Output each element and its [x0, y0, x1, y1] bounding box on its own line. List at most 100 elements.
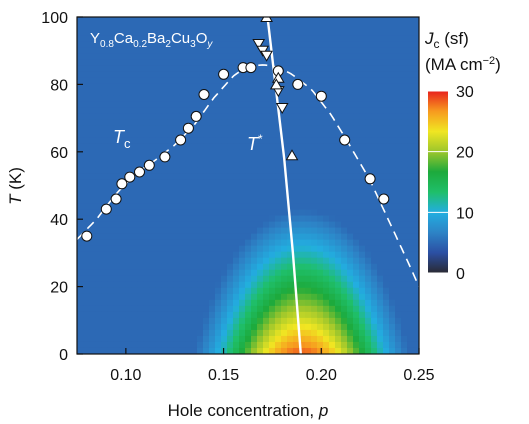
- heatmap-cell: [155, 215, 162, 223]
- heatmap-cell: [245, 203, 252, 211]
- heatmap-cell: [287, 263, 294, 271]
- heatmap-cell: [341, 29, 348, 36]
- heatmap-cell: [269, 245, 276, 253]
- heatmap-cell: [113, 173, 120, 181]
- y-tick-label: 40: [50, 212, 68, 229]
- heatmap-cell: [143, 293, 150, 301]
- heatmap-cell: [329, 245, 336, 253]
- heatmap-cell: [227, 341, 234, 349]
- heatmap-cell: [197, 197, 204, 205]
- heatmap-cell: [395, 131, 402, 138]
- heatmap-cell: [407, 59, 414, 66]
- heatmap-cell: [359, 131, 366, 138]
- heatmap-cell: [161, 77, 168, 84]
- heatmap-cell: [269, 29, 276, 36]
- heatmap-cell: [257, 221, 264, 229]
- heatmap-cell: [197, 35, 204, 42]
- heatmap-cell: [251, 215, 258, 223]
- heatmap-cell: [293, 29, 300, 36]
- heatmap-cell: [389, 53, 396, 60]
- heatmap-cell: [341, 221, 348, 229]
- heatmap-cell: [299, 203, 306, 211]
- heatmap-cell: [161, 35, 168, 42]
- heatmap-cell: [251, 221, 258, 229]
- heatmap-cell: [197, 137, 204, 144]
- heatmap-cell: [221, 215, 228, 223]
- heatmap-cell: [323, 293, 330, 301]
- heatmap-cell: [203, 47, 210, 54]
- heatmap-cell: [395, 329, 402, 337]
- heatmap-cell: [239, 305, 246, 313]
- heatmap-cell: [101, 95, 108, 102]
- heatmap-cell: [245, 29, 252, 36]
- heatmap-cell: [389, 227, 396, 235]
- heatmap-cell: [125, 239, 132, 247]
- heatmap-cell: [377, 119, 384, 126]
- heatmap-cell: [215, 317, 222, 325]
- heatmap-cell: [185, 95, 192, 102]
- heatmap-cell: [281, 233, 288, 241]
- heatmap-cell: [185, 137, 192, 144]
- heatmap-cell: [287, 113, 294, 120]
- heatmap-cell: [131, 179, 138, 187]
- heatmap-cell: [173, 239, 180, 247]
- heatmap-cell: [383, 269, 390, 277]
- heatmap-cell: [167, 275, 174, 283]
- heatmap-cell: [185, 167, 192, 175]
- heatmap-cell: [323, 155, 330, 163]
- heatmap-cell: [257, 209, 264, 217]
- heatmap-cell: [215, 233, 222, 241]
- heatmap-cell: [401, 131, 408, 138]
- colorbar-tick-label: 30: [456, 84, 474, 101]
- heatmap-cell: [197, 107, 204, 114]
- heatmap-cell: [407, 305, 414, 313]
- heatmap-cell: [143, 263, 150, 271]
- heatmap-cell: [173, 221, 180, 229]
- heatmap-cell: [401, 347, 408, 354]
- heatmap-cell: [311, 197, 318, 205]
- heatmap-cell: [371, 131, 378, 138]
- heatmap-cell: [191, 221, 198, 229]
- heatmap-cell: [125, 317, 132, 325]
- heatmap-cell: [185, 215, 192, 223]
- heatmap-cell: [161, 239, 168, 247]
- heatmap-cell: [323, 317, 330, 325]
- heatmap-cell: [251, 257, 258, 265]
- heatmap-cell: [293, 35, 300, 42]
- heatmap-cell: [407, 191, 414, 199]
- heatmap-cell: [365, 65, 372, 72]
- heatmap-cell: [191, 257, 198, 265]
- heatmap-cell: [107, 113, 114, 120]
- heatmap-cell: [227, 191, 234, 199]
- heatmap-cell: [131, 203, 138, 211]
- heatmap-cell: [143, 83, 150, 90]
- heatmap-cell: [197, 311, 204, 319]
- heatmap-cell: [281, 227, 288, 235]
- heatmap-cell: [407, 41, 414, 48]
- heatmap-cell: [95, 275, 102, 283]
- heatmap-cell: [143, 167, 150, 175]
- heatmap-cell: [203, 347, 210, 354]
- heatmap-cell: [185, 257, 192, 265]
- heatmap-cell: [203, 209, 210, 217]
- heatmap-cell: [239, 233, 246, 241]
- heatmap-cell: [293, 107, 300, 114]
- heatmap-cell: [257, 65, 264, 72]
- heatmap-cell: [227, 125, 234, 132]
- heatmap-cell: [383, 167, 390, 175]
- heatmap-cell: [317, 107, 324, 114]
- heatmap-cell: [185, 29, 192, 36]
- heatmap-cell: [155, 347, 162, 354]
- heatmap-cell: [107, 329, 114, 337]
- heatmap-cell: [107, 149, 114, 157]
- heatmap-cell: [269, 137, 276, 144]
- heatmap-cell: [221, 287, 228, 295]
- heatmap-cell: [401, 251, 408, 259]
- x-tick-label: 0.15: [208, 367, 239, 384]
- heatmap-cell: [185, 35, 192, 42]
- heatmap-cell: [101, 251, 108, 259]
- heatmap-cell: [401, 119, 408, 126]
- heatmap-cell: [347, 47, 354, 54]
- heatmap-cell: [359, 17, 366, 24]
- heatmap-cell: [347, 155, 354, 163]
